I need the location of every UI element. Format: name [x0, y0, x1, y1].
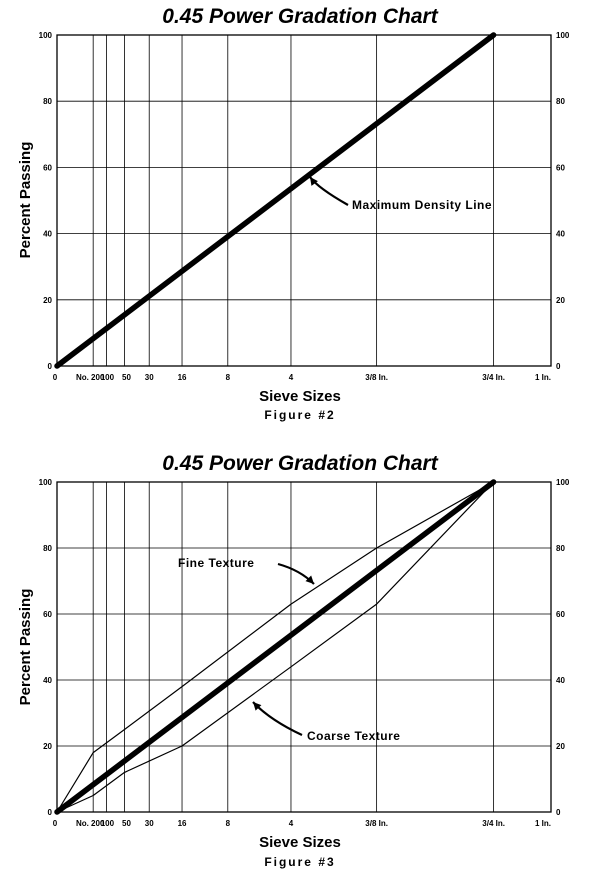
y-tick-label-left: 40 — [43, 676, 52, 685]
y-tick-label-left: 80 — [43, 97, 52, 106]
x-axis-label: Sieve Sizes — [259, 834, 341, 851]
y-tick-label-left: 60 — [43, 610, 52, 619]
x-tick-label: No. 200 — [76, 819, 105, 828]
y-tick-label-right: 0 — [556, 808, 561, 817]
x-tick-label: 8 — [226, 373, 231, 382]
annotation-fine-texture: Fine Texture — [178, 556, 254, 570]
y-tick-label-right: 40 — [556, 230, 565, 239]
series-line-mdl — [54, 479, 497, 815]
y-tick-label-left: 80 — [43, 544, 52, 553]
chart-title: 0.45 Power Gradation Chart — [162, 5, 438, 28]
x-tick-label: 16 — [178, 373, 187, 382]
y-axis-label: Percent Passing — [17, 589, 34, 706]
y-axis-label: Percent Passing — [17, 142, 34, 259]
plot-frame — [56, 34, 552, 367]
y-tick-label-right: 60 — [556, 610, 565, 619]
y-tick-label-left: 60 — [43, 163, 52, 172]
x-tick-label: 1 In. — [535, 373, 551, 382]
x-tick-label: 8 — [226, 819, 231, 828]
x-tick-label: 3/4 In. — [482, 819, 505, 828]
y-tick-label-right: 0 — [556, 362, 561, 371]
plot-frame — [56, 481, 552, 813]
y-tick-label-right: 60 — [556, 163, 565, 172]
x-axis-label: Sieve Sizes — [259, 388, 341, 405]
y-tick-label-right: 80 — [556, 544, 565, 553]
x-tick-label: 1 In. — [535, 819, 551, 828]
x-tick-label: 0 — [53, 373, 58, 382]
annotation-maximum-density-line: Maximum Density Line — [352, 198, 492, 212]
figure-label: Figure #2 — [264, 408, 335, 422]
y-tick-label-left: 0 — [48, 362, 53, 371]
figure-label: Figure #3 — [264, 855, 335, 869]
x-tick-label: 3/8 In. — [365, 819, 388, 828]
x-tick-label: 100 — [101, 373, 115, 382]
arrowhead-icon — [253, 702, 262, 711]
x-tick-label: 0 — [53, 819, 58, 828]
x-tick-label: 3/4 In. — [482, 373, 505, 382]
y-tick-label-right: 20 — [556, 296, 565, 305]
x-tick-label: 16 — [178, 819, 187, 828]
x-tick-label: No. 200 — [76, 373, 105, 382]
y-tick-label-left: 40 — [43, 230, 52, 239]
y-tick-label-right: 100 — [556, 478, 570, 487]
y-tick-label-left: 0 — [48, 808, 53, 817]
arrowhead-icon — [310, 177, 318, 186]
x-tick-label: 30 — [145, 373, 154, 382]
series-line-fine — [56, 481, 495, 813]
x-tick-label: 50 — [122, 819, 131, 828]
x-tick-label: 3/8 In. — [365, 373, 388, 382]
series-line-mdl — [54, 32, 497, 369]
annotation-coarse-texture: Coarse Texture — [307, 729, 400, 743]
y-tick-label-left: 20 — [43, 742, 52, 751]
x-tick-label: 100 — [101, 819, 115, 828]
series-line-coarse — [56, 481, 495, 813]
y-tick-label-left: 100 — [39, 31, 53, 40]
x-tick-label: 50 — [122, 373, 131, 382]
chart-title: 0.45 Power Gradation Chart — [162, 452, 438, 475]
y-tick-label-right: 40 — [556, 676, 565, 685]
y-tick-label-right: 20 — [556, 742, 565, 751]
x-tick-label: 30 — [145, 819, 154, 828]
x-tick-label: 4 — [289, 819, 294, 828]
annotation-arrow — [252, 701, 303, 736]
y-tick-label-left: 20 — [43, 296, 52, 305]
y-tick-label-right: 80 — [556, 97, 565, 106]
y-tick-label-right: 100 — [556, 31, 570, 40]
arrowhead-icon — [305, 575, 314, 584]
x-tick-label: 4 — [289, 373, 294, 382]
y-tick-label-left: 100 — [39, 478, 53, 487]
